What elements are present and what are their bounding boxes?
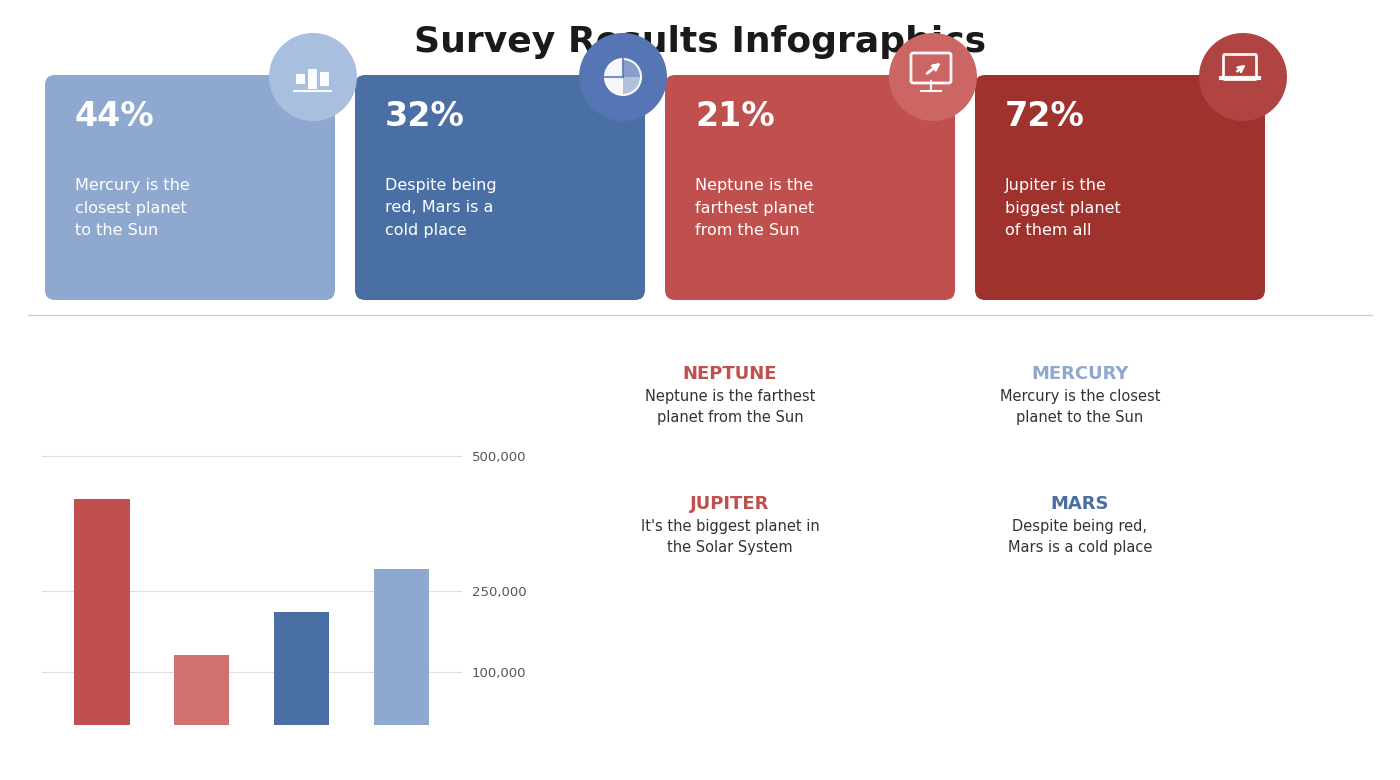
Text: MARS: MARS [1051, 495, 1109, 513]
Text: Survey Results Infographics: Survey Results Infographics [414, 25, 986, 59]
FancyBboxPatch shape [665, 75, 955, 300]
Text: Mercury is the
closest planet
to the Sun: Mercury is the closest planet to the Sun [76, 179, 190, 238]
Wedge shape [605, 59, 623, 95]
Text: It's the biggest planet in
the Solar System: It's the biggest planet in the Solar Sys… [641, 519, 819, 555]
Bar [374, 569, 430, 725]
Text: Jupiter is the
biggest planet
of them all: Jupiter is the biggest planet of them al… [1005, 179, 1121, 238]
Circle shape [889, 33, 977, 121]
Text: 72%: 72% [1005, 101, 1085, 133]
Text: MERCURY: MERCURY [1032, 365, 1128, 383]
FancyBboxPatch shape [45, 75, 335, 300]
FancyBboxPatch shape [974, 75, 1266, 300]
Text: 44%: 44% [76, 101, 154, 133]
Bar [74, 499, 129, 725]
Bar [274, 612, 329, 725]
Text: JUPITER: JUPITER [690, 495, 770, 513]
Text: 32%: 32% [385, 101, 465, 133]
Text: Neptune is the
farthest planet
from the Sun: Neptune is the farthest planet from the … [694, 179, 815, 238]
Wedge shape [623, 59, 641, 77]
Text: NEPTUNE: NEPTUNE [683, 365, 777, 383]
Wedge shape [623, 77, 641, 95]
Bar [321, 72, 329, 86]
Circle shape [1198, 33, 1287, 121]
Text: Neptune is the farthest
planet from the Sun: Neptune is the farthest planet from the … [645, 389, 815, 425]
FancyBboxPatch shape [356, 75, 645, 300]
Bar [295, 74, 305, 84]
Text: 21%: 21% [694, 101, 774, 133]
Bar [308, 69, 316, 89]
Bar [175, 655, 230, 725]
Text: Despite being red,
Mars is a cold place: Despite being red, Mars is a cold place [1008, 519, 1152, 555]
Text: Mercury is the closest
planet to the Sun: Mercury is the closest planet to the Sun [1000, 389, 1161, 425]
Circle shape [580, 33, 666, 121]
Text: Despite being
red, Mars is a
cold place: Despite being red, Mars is a cold place [385, 179, 497, 238]
Circle shape [269, 33, 357, 121]
